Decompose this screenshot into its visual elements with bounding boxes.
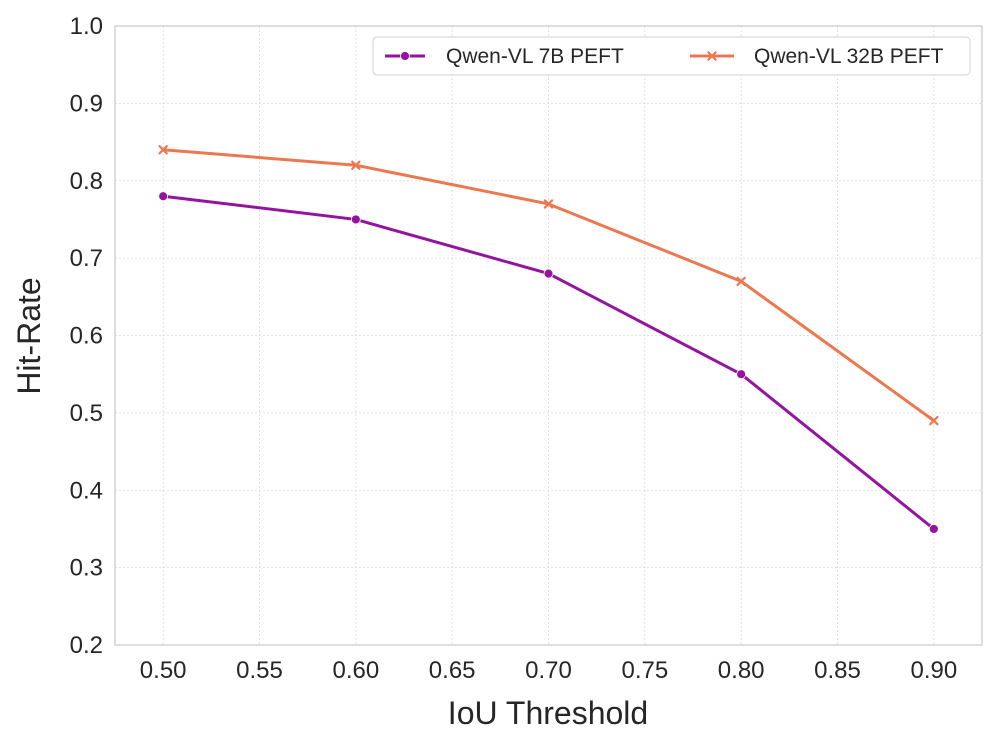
x-tick-label: 0.90 (910, 657, 957, 684)
x-tick-label: 0.65 (429, 657, 476, 684)
data-point-qwen-vl-32b-peft (929, 415, 939, 426)
data-point-qwen-vl-7b-peft (543, 268, 554, 279)
grid (115, 25, 982, 646)
legend-label-qwen-vl-7b-peft: Qwen-VL 7B PEFT (446, 45, 624, 68)
y-tick-label: 0.6 (70, 323, 103, 350)
y-tick-label: 0.3 (70, 555, 103, 582)
x-tick-label: 0.55 (236, 657, 283, 684)
data-point-qwen-vl-32b-peft (158, 145, 168, 155)
legend-marker-qwen-vl-7b-peft (400, 51, 410, 61)
data-point-qwen-vl-32b-peft (736, 276, 746, 287)
y-tick-label: 0.5 (70, 400, 103, 427)
legend-frame (372, 36, 971, 76)
y-tick-label: 0.4 (70, 477, 103, 504)
x-tick-label: 0.80 (718, 657, 765, 684)
data-point-qwen-vl-7b-peft (158, 191, 169, 202)
data-point-qwen-vl-32b-peft (543, 199, 554, 209)
y-tick-label: 0.7 (70, 245, 103, 272)
data-point-qwen-vl-32b-peft (351, 160, 361, 170)
y-tick-label: 0.8 (70, 168, 103, 195)
legend-label-qwen-vl-32b-peft: Qwen-VL 32B PEFT (754, 45, 944, 68)
legend-marker-qwen-vl-32b-peft (707, 51, 717, 61)
x-tick-label: 0.50 (140, 657, 187, 684)
data-point-qwen-vl-7b-peft (736, 369, 747, 380)
x-tick-label: 0.75 (621, 657, 668, 684)
y-tick-label: 0.9 (70, 90, 103, 117)
series-qwen-vl-32b-peft (158, 145, 939, 426)
plot-area-frame (114, 25, 983, 646)
legend: Qwen-VL 7B PEFT Qwen-VL 32B PEFT (372, 36, 971, 76)
tick-labels: 0.50 0.55 0.60 0.65 0.70 0.75 0.80 0.85 0.90 0.2 0… (70, 13, 958, 684)
y-axis-label: Hit-Rate (11, 277, 47, 394)
legend-item-qwen-vl-7b-peft (385, 51, 425, 61)
y-tick-label: 0.2 (70, 632, 103, 659)
x-tick-label: 0.60 (332, 657, 379, 684)
x-axis-label: IoU Threshold (448, 695, 648, 731)
x-tick-label: 0.85 (814, 657, 861, 684)
data-point-qwen-vl-7b-peft (350, 214, 361, 225)
data-point-qwen-vl-7b-peft (928, 524, 939, 534)
y-tick-label: 1.0 (70, 13, 103, 40)
series-layer (158, 145, 939, 534)
series-qwen-vl-7b-peft (158, 191, 939, 534)
x-tick-label: 0.70 (525, 657, 572, 684)
legend-item-qwen-vl-32b-peft (690, 51, 734, 61)
